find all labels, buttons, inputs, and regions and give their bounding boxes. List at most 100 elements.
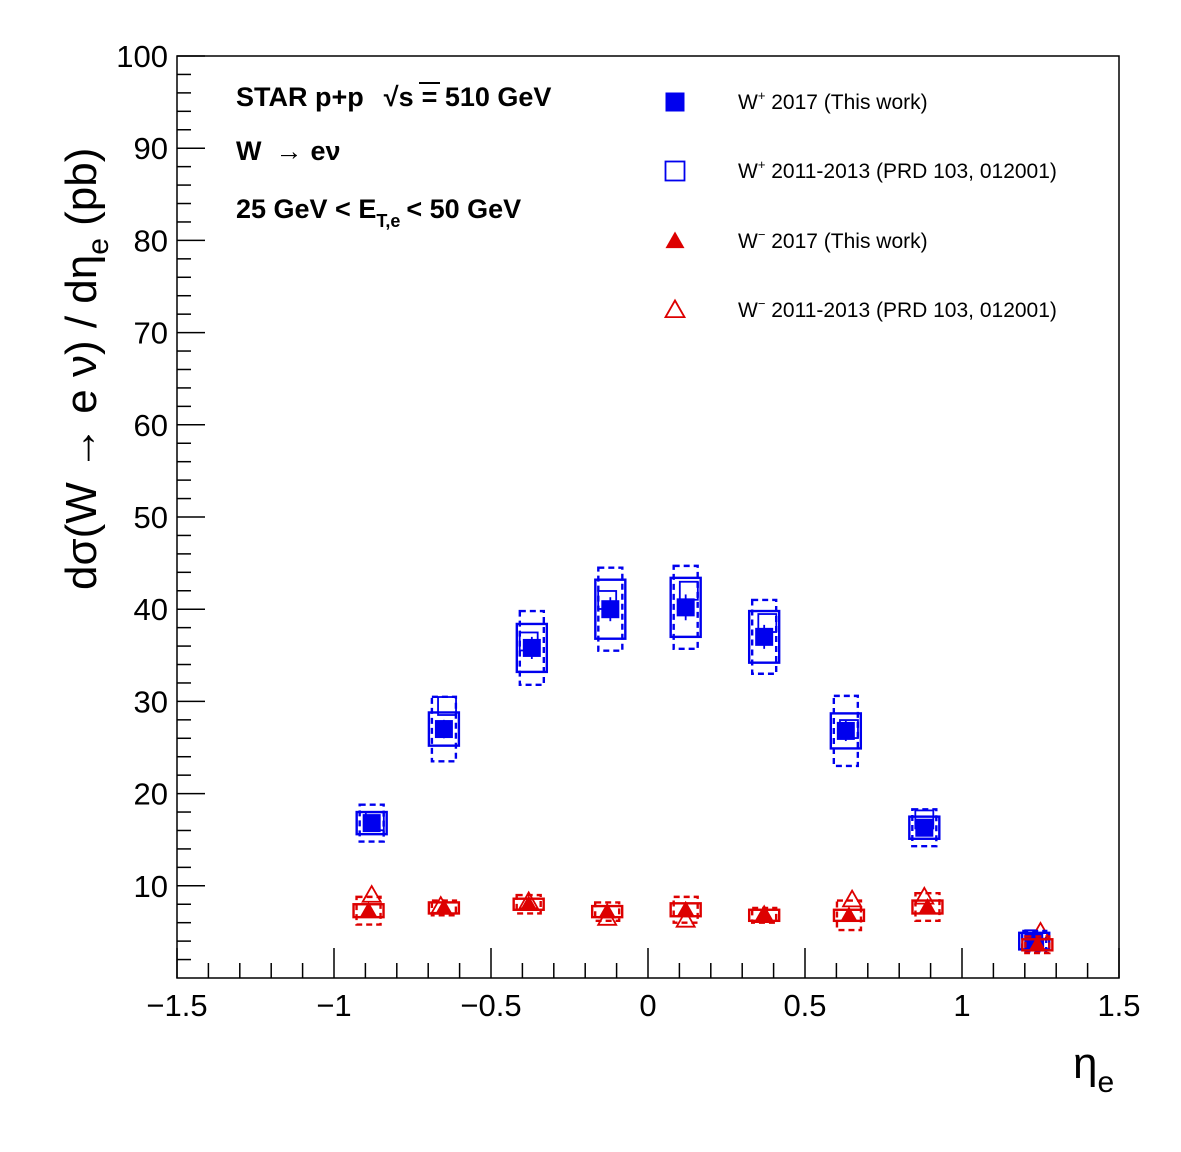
sys-box-dashed bbox=[430, 695, 458, 763]
legend-label: W− 2017 (This work) bbox=[738, 227, 928, 253]
sys-box-dashed bbox=[672, 564, 699, 651]
sys-box-dashed bbox=[914, 891, 941, 923]
x-axis-title-main: η bbox=[1073, 1039, 1097, 1088]
legend-label-sup: − bbox=[758, 296, 766, 311]
sys-box-dashed bbox=[911, 808, 938, 848]
y-tick-label: 100 bbox=[116, 39, 168, 74]
y-axis-title: dσ(W → e ν) / dηe (pb) bbox=[57, 148, 115, 590]
data-point-triangle-filled bbox=[598, 902, 617, 919]
legend-entry: W+ 2011-2013 (PRD 103, 012001) bbox=[664, 157, 1057, 183]
legend-label-base: W bbox=[738, 91, 758, 114]
legend-label-rest: 2017 (This work) bbox=[765, 91, 927, 114]
data-point-square-filled bbox=[434, 720, 453, 739]
y-axis-title-sub: e bbox=[82, 238, 115, 255]
x-tick-label: −1 bbox=[316, 988, 351, 1023]
annotation-channel-w: W bbox=[236, 136, 262, 166]
sys-box-dashed bbox=[515, 893, 542, 915]
y-axis-title-text: dσ(W → e ν) / dηe (pb) bbox=[57, 148, 115, 590]
sys-box-dashed bbox=[518, 609, 546, 687]
annotation-energy: STAR p+p √s = 510 GeV bbox=[236, 82, 551, 112]
sys-box-dashed bbox=[750, 598, 778, 675]
x-tick-label: 1 bbox=[953, 988, 970, 1023]
data-point-triangle-filled bbox=[359, 901, 378, 918]
data-point-square-filled bbox=[836, 721, 855, 740]
y-tick-label: 60 bbox=[134, 408, 168, 443]
x-tick-label: −1.5 bbox=[146, 988, 207, 1023]
data-point-square-filled bbox=[915, 818, 934, 837]
legend-label-base: W bbox=[738, 160, 758, 183]
legend-label-rest: 2017 (This work) bbox=[765, 230, 927, 253]
legend-entry: W+ 2017 (This work) bbox=[665, 88, 928, 114]
sys-box-solid bbox=[427, 711, 461, 747]
sys-box-solid bbox=[908, 815, 941, 840]
y-tick-label: 40 bbox=[134, 592, 168, 627]
data-point-triangle-open bbox=[675, 909, 697, 928]
ticks-layer bbox=[176, 55, 1120, 978]
annotation-et-post: < 50 GeV bbox=[406, 194, 521, 224]
x-axis-title-sub: e bbox=[1097, 1066, 1114, 1099]
data-point-triangle-filled bbox=[434, 898, 453, 915]
legend-label-sup: + bbox=[758, 88, 766, 103]
legend-label-rest: 2011-2013 (PRD 103, 012001) bbox=[765, 160, 1056, 183]
annotation-et-cut: 25 GeV < ET,e < 50 GeV bbox=[236, 194, 521, 231]
legend-marker bbox=[665, 92, 685, 112]
y-tick-label: 50 bbox=[134, 500, 168, 535]
legend-label: W− 2011-2013 (PRD 103, 012001) bbox=[738, 296, 1057, 322]
legend-entry: W− 2011-2013 (PRD 103, 012001) bbox=[663, 296, 1057, 322]
legend-entry: W− 2017 (This work) bbox=[665, 227, 928, 253]
x-tick-label: 0 bbox=[639, 988, 656, 1023]
annotation-et-pre: 25 GeV < E bbox=[236, 194, 376, 224]
sys-box-dashed bbox=[597, 566, 624, 652]
data-point-triangle-open bbox=[841, 888, 863, 908]
data-point-square-filled bbox=[601, 600, 620, 619]
sys-box-solid bbox=[669, 576, 702, 639]
legend-label-sup: + bbox=[758, 157, 766, 172]
legend-label: W+ 2017 (This work) bbox=[738, 88, 928, 114]
annotation-channel: W → eν bbox=[236, 136, 341, 166]
data-point-triangle-filled bbox=[676, 900, 695, 917]
y-tick-label: 30 bbox=[134, 684, 168, 719]
legend-label-base: W bbox=[738, 230, 758, 253]
sys-box-dashed bbox=[355, 895, 382, 926]
legend-label: W+ 2011-2013 (PRD 103, 012001) bbox=[738, 157, 1057, 183]
y-tick-label: 10 bbox=[134, 869, 168, 904]
sys-box-solid bbox=[594, 578, 627, 640]
annotation-energy-sqrt: √s bbox=[384, 82, 414, 112]
x-tick-label: 1.5 bbox=[1097, 988, 1140, 1023]
annotation-channel-ev: eν bbox=[310, 136, 340, 166]
legend-label-rest: 2011-2013 (PRD 103, 012001) bbox=[765, 299, 1056, 322]
x-tick-label: −0.5 bbox=[460, 988, 521, 1023]
y-tick-label: 90 bbox=[134, 131, 168, 166]
data-point-square-open bbox=[678, 580, 699, 601]
legend-marker bbox=[664, 160, 686, 182]
data-point-triangle-filled bbox=[519, 895, 538, 911]
data-point-square-filled bbox=[676, 598, 695, 617]
y-tick-label: 80 bbox=[134, 223, 168, 258]
sys-box-solid bbox=[515, 622, 549, 674]
y-tick-label: 70 bbox=[134, 316, 168, 351]
sys-box-solid bbox=[829, 712, 863, 750]
annotation-energy-suffix: = 510 GeV bbox=[422, 82, 552, 112]
annotation-energy-prefix: STAR p+p bbox=[236, 82, 364, 112]
data-point-square-filled bbox=[522, 638, 541, 657]
sys-box-dashed bbox=[832, 694, 860, 768]
sys-box-dashed bbox=[593, 901, 621, 923]
legend-label-sup: − bbox=[758, 227, 766, 242]
x-axis-title: ηe bbox=[1073, 1039, 1114, 1099]
data-layer bbox=[352, 564, 1054, 955]
data-point-triangle-filled bbox=[839, 906, 858, 923]
sys-box-dashed bbox=[672, 895, 699, 924]
data-point-triangle-filled bbox=[1028, 935, 1047, 952]
y-tick-label: 20 bbox=[134, 777, 168, 812]
sys-box-dashed bbox=[835, 899, 863, 932]
x-tick-label: 0.5 bbox=[783, 988, 826, 1023]
data-point-triangle-filled bbox=[755, 906, 774, 923]
annotation-et-sub: T,e bbox=[376, 211, 400, 231]
tick-labels: −1.5 −1 −0.5 0 0.5 1 1.5 10 20 30 40 50 60 70 80 90 100 bbox=[116, 39, 1140, 1023]
legend-marker bbox=[665, 231, 685, 249]
annotation-channel-arrow: → bbox=[275, 136, 302, 166]
y-axis-title-main: dσ(W → e ν) / dη bbox=[57, 255, 106, 590]
sys-box-dashed bbox=[358, 803, 385, 843]
